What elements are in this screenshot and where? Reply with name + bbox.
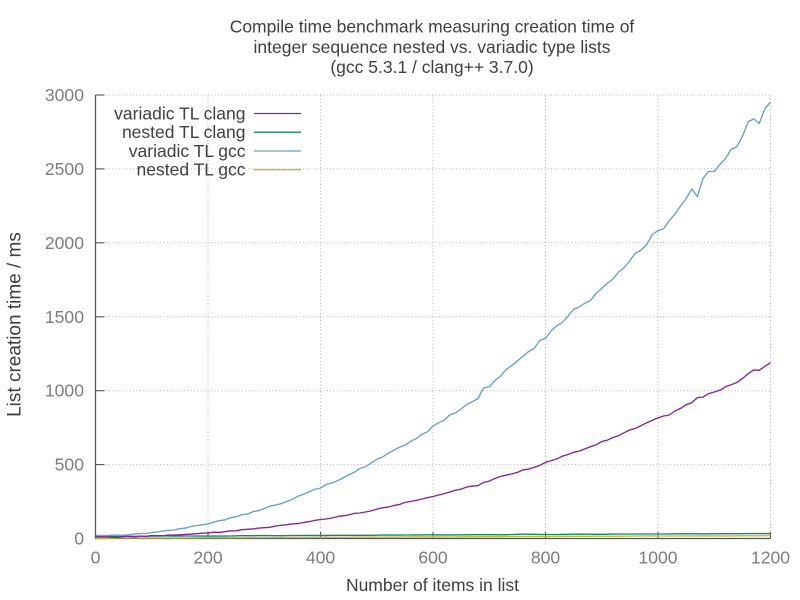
svg-text:600: 600 (418, 548, 448, 568)
svg-text:1200: 1200 (751, 548, 790, 568)
svg-text:400: 400 (306, 548, 336, 568)
svg-text:3000: 3000 (45, 85, 84, 105)
svg-text:nested TL clang: nested TL clang (122, 122, 246, 142)
svg-text:800: 800 (531, 548, 561, 568)
svg-text:variadic TL gcc: variadic TL gcc (129, 141, 246, 161)
svg-text:Number of items in list: Number of items in list (346, 575, 519, 595)
svg-text:(gcc 5.3.1 / clang++ 3.7.0): (gcc 5.3.1 / clang++ 3.7.0) (330, 57, 533, 77)
svg-text:0: 0 (74, 529, 84, 549)
svg-text:1000: 1000 (45, 381, 84, 401)
svg-text:200: 200 (193, 548, 223, 568)
svg-text:0: 0 (91, 548, 101, 568)
svg-text:1500: 1500 (45, 307, 84, 327)
svg-text:variadic TL clang: variadic TL clang (114, 104, 245, 124)
svg-text:500: 500 (55, 455, 85, 475)
svg-text:Compile time benchmark measuri: Compile time benchmark measuring creatio… (230, 16, 635, 36)
svg-text:integer sequence nested vs. va: integer sequence nested vs. variadic typ… (254, 37, 611, 57)
svg-text:1000: 1000 (638, 548, 677, 568)
svg-text:nested TL gcc: nested TL gcc (137, 160, 246, 180)
svg-text:2500: 2500 (45, 159, 84, 179)
svg-text:2000: 2000 (45, 233, 84, 253)
svg-text:List creation time / ms: List creation time / ms (5, 232, 26, 417)
